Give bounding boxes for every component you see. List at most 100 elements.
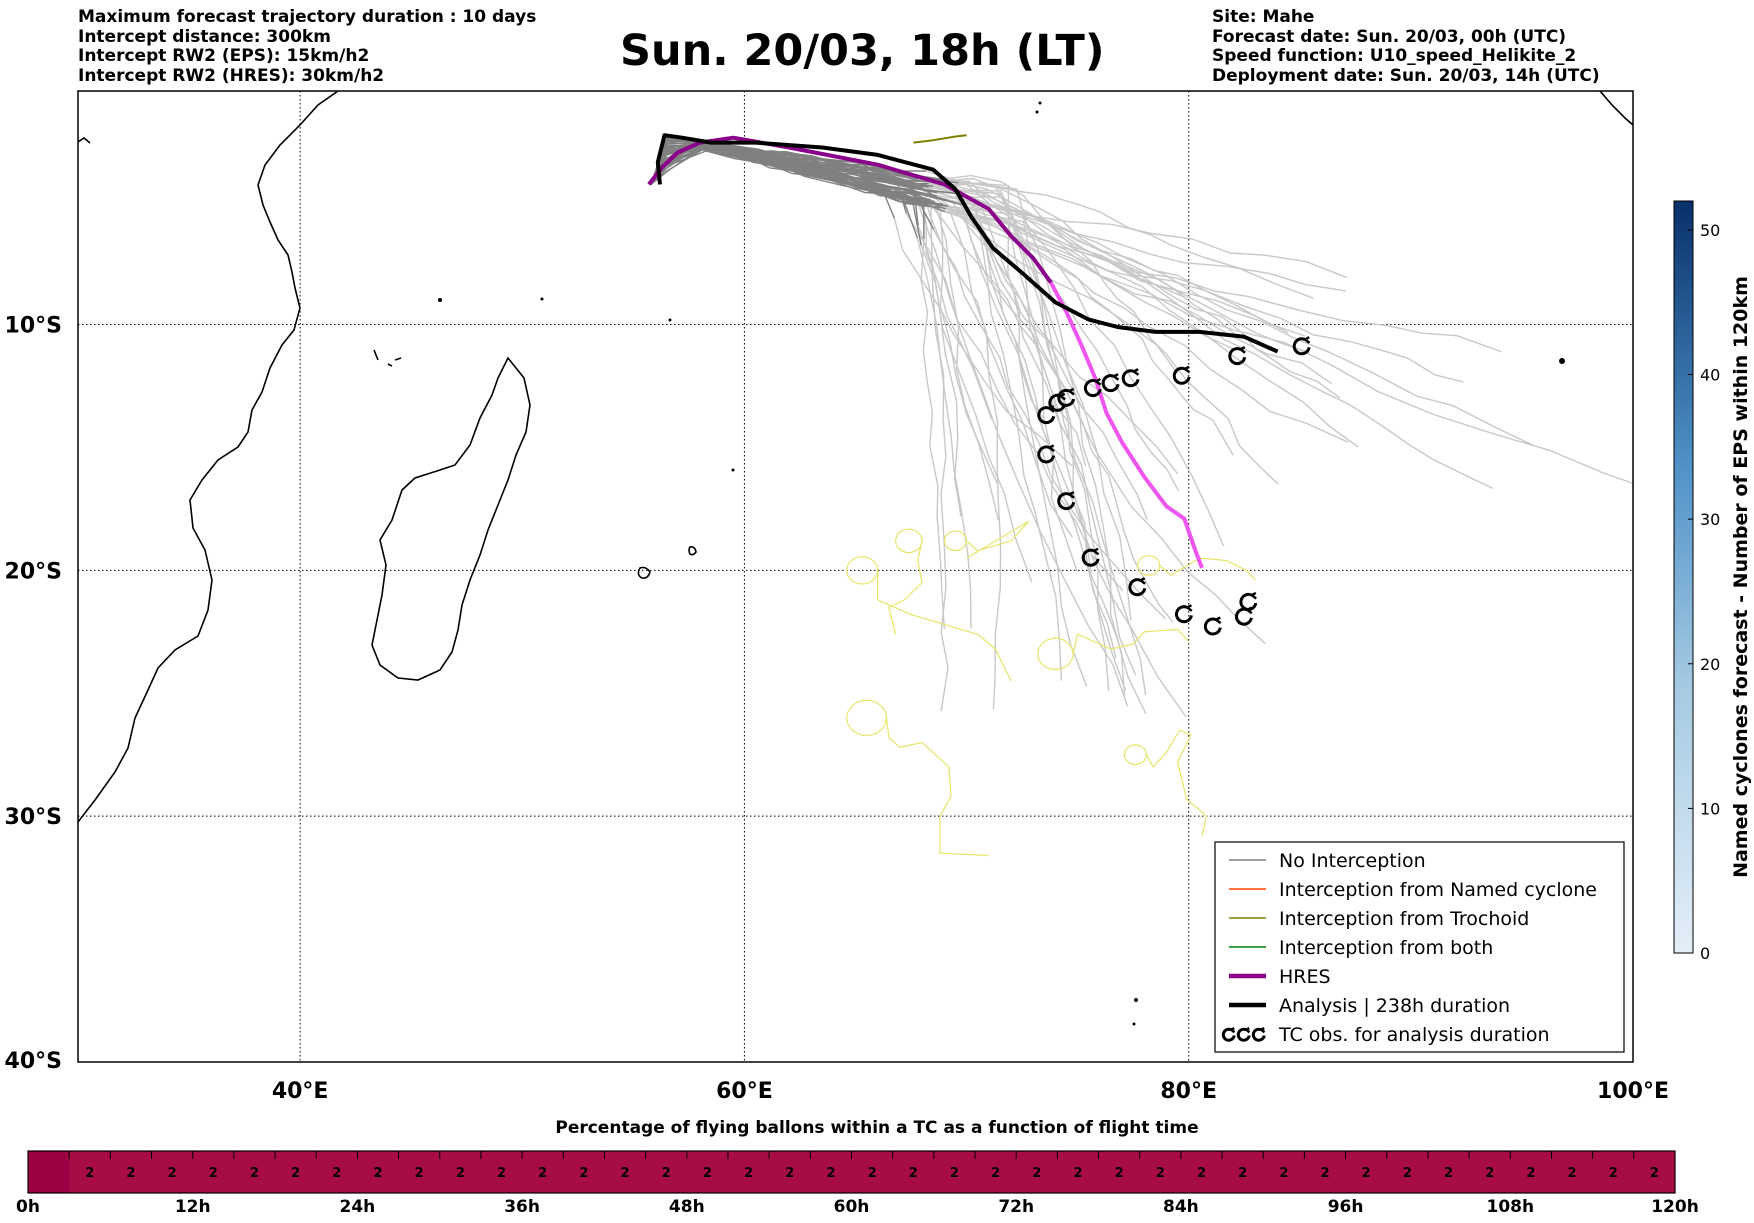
flight-time-cell: 2	[1015, 1151, 1058, 1193]
flight-time-cell-value: 2	[126, 1166, 135, 1181]
flight-time-cell: 2	[1262, 1151, 1305, 1193]
series-lines	[647, 133, 1279, 569]
eps-trajectory-tail	[939, 207, 999, 486]
flight-time-cell-value: 2	[1362, 1166, 1371, 1181]
flight-time-cell	[28, 1151, 70, 1193]
reunion-outline	[688, 546, 697, 556]
flight-time-cell: 2	[645, 1151, 688, 1193]
eps-trajectory	[650, 147, 941, 209]
flight-time-label: 36h	[504, 1197, 540, 1217]
flight-time-label: 60h	[834, 1197, 870, 1217]
y-tick-label: 30°S	[5, 805, 62, 830]
cyclone-track	[943, 520, 1030, 559]
flight-time-label: 12h	[175, 1197, 211, 1217]
mauritius-outline	[637, 566, 651, 579]
island-dot	[1134, 998, 1138, 1002]
header-left-line: Maximum forecast trajectory duration : 1…	[78, 7, 537, 27]
flight-time-cell: 2	[1345, 1151, 1388, 1193]
cyclone-track	[845, 556, 1012, 682]
eps-trajectory-tail	[933, 229, 1073, 538]
eps-trajectory-tail	[919, 178, 1166, 620]
flight-time-cell-value: 2	[1279, 1166, 1288, 1181]
flight-time-cell-value: 2	[415, 1166, 424, 1181]
analysis-track	[655, 133, 1279, 354]
eps-trajectory-tail	[924, 203, 1349, 443]
x-tick-label: 100°E	[1597, 1079, 1669, 1104]
header-right-line: Forecast date: Sun. 20/03, 00h (UTC)	[1212, 26, 1567, 47]
flight-time-cell-value: 2	[1609, 1166, 1618, 1181]
eps-trajectory-tail	[930, 199, 949, 712]
eps-trajectory-tail	[963, 193, 1126, 696]
flight-time-cell-value: 2	[1403, 1166, 1412, 1181]
eps-trajectory	[650, 139, 920, 202]
flight-time-label: 84h	[1163, 1197, 1199, 1217]
axis-tick-labels: 40°E 60°E 80°E 100°E 10°S 20°S 30°S 40°S	[5, 314, 1669, 1104]
flight-time-cell: 2	[1221, 1151, 1264, 1193]
flight-time-cell: 2	[192, 1151, 235, 1193]
eps-trajectory-tail	[920, 238, 945, 630]
tc-symbol	[1239, 591, 1258, 611]
flight-time-cell: 2	[562, 1151, 605, 1193]
flight-time-cell-value: 2	[1485, 1166, 1494, 1181]
flight-time-cell-value: 2	[909, 1166, 918, 1181]
tc-symbol	[1101, 373, 1120, 393]
colorbar-tick-label: 10	[1700, 799, 1720, 818]
eps-trajectory-tail	[918, 193, 993, 420]
flight-time-cell: 2	[1180, 1151, 1223, 1193]
tc-symbol	[1203, 616, 1222, 636]
island-dot	[1132, 1022, 1136, 1026]
x-tick-label: 80°E	[1160, 1079, 1217, 1104]
flight-time-bar-frame	[27, 1150, 1676, 1194]
eps-trajectory-tail	[927, 183, 1186, 299]
header-right-info: Site: Mahe Forecast date: Sun. 20/03, 00…	[1212, 7, 1600, 86]
flight-time-cell-value: 2	[168, 1166, 177, 1181]
tc-symbol	[1221, 1027, 1236, 1042]
cyclone-track	[845, 699, 989, 857]
flight-time-cell-value: 2	[621, 1166, 630, 1181]
tc-symbol	[1081, 547, 1100, 567]
island-dot	[1559, 358, 1565, 364]
africa-coastline	[78, 91, 339, 823]
graticule	[78, 91, 1633, 1062]
eps-trajectory	[650, 145, 897, 185]
flight-time-cell-value: 2	[703, 1166, 712, 1181]
eps-trajectory-tail	[925, 201, 1332, 385]
eps-trajectory-tail	[938, 206, 1187, 718]
eps-trajectory-tail	[936, 192, 1306, 337]
flight-time-cell-value: 2	[250, 1166, 259, 1181]
flight-time-cell: 2	[151, 1151, 194, 1193]
eps-trajectory-tail	[925, 170, 1147, 696]
tc-symbol	[1037, 444, 1056, 464]
tc-symbol	[1057, 387, 1076, 407]
colorbar-tick-label: 40	[1700, 366, 1720, 385]
flight-time-cell: 2	[1098, 1151, 1141, 1193]
flight-time-cell-value: 2	[1568, 1166, 1577, 1181]
header-right-line: Speed function: U10_speed_Helikite_2	[1212, 46, 1577, 66]
flight-time-cell: 2	[356, 1151, 400, 1193]
flight-time-cell: 2	[1468, 1151, 1511, 1193]
cyclone-tracks	[845, 520, 1256, 857]
header-left-line: Intercept RW2 (HRES): 30km/h2	[78, 65, 385, 86]
flight-time-cell: 2	[109, 1151, 153, 1193]
tc-symbol	[1172, 365, 1191, 385]
cyclone-track	[1037, 628, 1190, 670]
eps-trajectory-tail	[917, 225, 962, 517]
flight-time-cell: 2	[1427, 1151, 1470, 1193]
flight-time-cell-value: 2	[1156, 1166, 1165, 1181]
y-tick-label: 40°S	[5, 1049, 62, 1074]
legend-label: TC obs. for analysis duration	[1278, 1024, 1550, 1046]
flight-time-cell-value: 2	[332, 1166, 341, 1181]
flight-time-cell: 2	[398, 1151, 441, 1193]
tc-symbol	[1228, 346, 1247, 366]
eps-trajectory-tail	[941, 180, 1289, 334]
island-dot	[438, 298, 442, 302]
flight-time-label: 120h	[1651, 1197, 1699, 1217]
legend-label: Interception from Named cyclone	[1279, 879, 1597, 901]
flight-time-cell: 2	[1139, 1151, 1182, 1193]
flight-time-cell-value: 2	[826, 1166, 835, 1181]
legend-item: Interception from Trochoid	[1229, 908, 1529, 930]
eps-trajectory-tail	[948, 199, 1346, 292]
plot-frame	[77, 90, 1634, 1063]
eps-trajectory-tail	[918, 193, 1117, 659]
eps-trajectory	[650, 145, 922, 187]
